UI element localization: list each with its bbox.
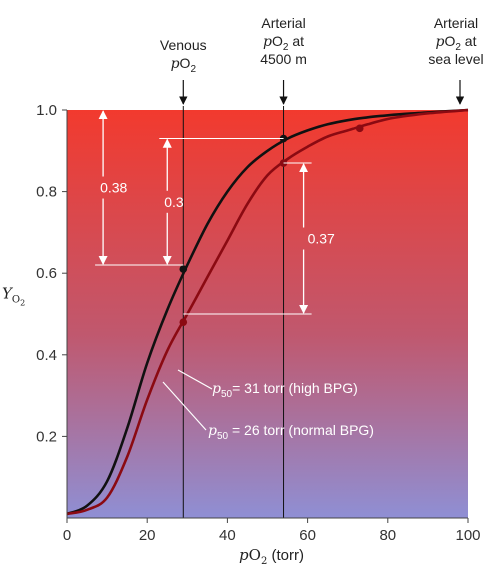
marker-label-rest: at <box>461 33 477 49</box>
marker-label-p: p <box>263 34 272 50</box>
marker-label-2-line-0: Arterial <box>434 15 478 31</box>
marker-label-1-line-2: 4500 m <box>260 51 307 67</box>
x-tick-label-4: 80 <box>379 527 396 544</box>
y-tick-label-1: 0.4 <box>36 347 57 364</box>
x-tick-label-5: 100 <box>455 527 480 544</box>
series-0-point-0 <box>179 265 188 273</box>
marker-label-sub: 2 <box>455 42 461 53</box>
marker-label-1-line-1: pO2 at <box>263 33 304 53</box>
curve-label-0-rest: = 31 torr (high BPG) <box>232 380 358 396</box>
y-tick-label-3: 0.8 <box>36 184 57 201</box>
curve-label-0-p: p <box>212 381 221 397</box>
x-axis-title-rest: (torr) <box>267 547 304 564</box>
marker-label-rest: at <box>288 33 304 49</box>
marker-label-0-line-0: Venous <box>160 37 207 53</box>
curve-label-leader-0 <box>177 369 213 390</box>
series-0-point-1 <box>279 134 288 143</box>
marker-label-o: O <box>444 33 455 49</box>
y-axis-title-subsub: 2 <box>20 299 25 308</box>
y-tick-label-2: 0.6 <box>36 265 57 282</box>
diff-label-2: 0.37 <box>308 231 335 247</box>
marker-label-o: O <box>180 55 191 71</box>
marker-label-2-line-1: pO2 at <box>436 33 477 53</box>
y-axis-title-sub: O <box>12 295 20 306</box>
y-tick-label-4: 1.0 <box>36 102 57 119</box>
marker-label-0-line-1: pO2 <box>171 55 197 75</box>
curve-label-0-sub: 50 <box>221 389 233 400</box>
marker-label-o: O <box>272 33 283 49</box>
x-tick-label-3: 60 <box>299 527 316 544</box>
marker-label-sub: 2 <box>190 64 196 75</box>
marker-label-p: p <box>171 56 180 72</box>
curve-label-1-rest: = 26 torr (normal BPG) <box>228 422 374 438</box>
curve-label-1: p50 = 26 torr (normal BPG) <box>208 422 374 442</box>
series-1-point-0 <box>179 318 188 326</box>
curve-label-0: p50= 31 torr (high BPG) <box>212 380 358 400</box>
curve-label-1-p: p <box>208 423 217 439</box>
marker-label-sub: 2 <box>283 42 289 53</box>
x-tick-label-1: 20 <box>139 527 156 544</box>
x-axis-title-p: p <box>239 546 249 564</box>
marker-label-p: p <box>436 34 445 50</box>
x-tick-label-0: 0 <box>63 527 71 544</box>
marker-label-1-line-0: Arterial <box>261 15 305 31</box>
y-axis-title-y: Y <box>2 285 14 303</box>
x-axis-title-o: O <box>249 546 261 564</box>
curve-label-1-sub: 50 <box>217 431 229 442</box>
marker-label-2-line-2: sea level <box>428 51 483 67</box>
curve-label-leader-1 <box>162 381 207 431</box>
series-line-0 <box>66 108 469 516</box>
y-tick-label-0: 0.2 <box>36 428 57 445</box>
x-axis-title-sub: 2 <box>261 556 267 567</box>
x-tick-label-2: 40 <box>219 527 236 544</box>
x-axis-title: pO2 (torr) <box>239 546 304 567</box>
diff-label-1: 0.3 <box>164 194 184 210</box>
series-line-1 <box>66 108 469 516</box>
y-axis-title: YO2 <box>2 285 25 308</box>
series-1-point-2 <box>355 124 364 133</box>
diff-label-0: 0.38 <box>100 180 127 196</box>
